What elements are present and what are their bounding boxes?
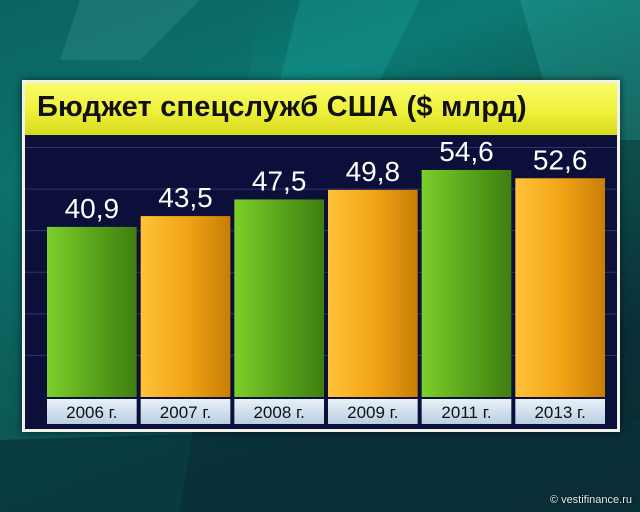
bar (515, 178, 605, 397)
category-label: 2011 г. (441, 403, 491, 422)
data-label: 40,9 (65, 193, 120, 224)
data-label: 43,5 (158, 182, 213, 213)
bar (140, 216, 231, 397)
bar (421, 169, 512, 397)
data-label: 54,6 (439, 136, 494, 167)
category-label-box (234, 399, 324, 424)
category-label: 2009 г. (347, 403, 398, 422)
category-label: 2006 г. (66, 403, 117, 422)
title-bar: Бюджет спецслужб США ($ млрд) (25, 83, 617, 135)
data-label: 52,6 (533, 144, 588, 175)
category-label-box (328, 399, 418, 424)
data-label: 49,8 (346, 156, 401, 187)
chart-panel: Бюджет спецслужб США ($ млрд) 40,9 2006 г… (22, 80, 620, 432)
bar (328, 189, 418, 397)
bar (234, 199, 324, 397)
category-label: 2008 г. (253, 403, 304, 422)
bar (47, 226, 137, 397)
bar-chart: 40,9 2006 г. 43,5 2007 г. 47,5 2008 г. 49,8 200… (25, 136, 617, 424)
chart-title: Бюджет спецслужб США ($ млрд) (37, 91, 527, 123)
copyright-credit: © vestifinance.ru (549, 494, 632, 506)
category-label-box (140, 399, 231, 424)
data-label: 47,5 (252, 165, 307, 196)
category-label: 2007 г. (160, 403, 211, 422)
category-label-box (421, 399, 512, 424)
category-label-box (515, 399, 605, 424)
category-label: 2013 г. (534, 403, 585, 422)
category-label-box (47, 399, 137, 424)
